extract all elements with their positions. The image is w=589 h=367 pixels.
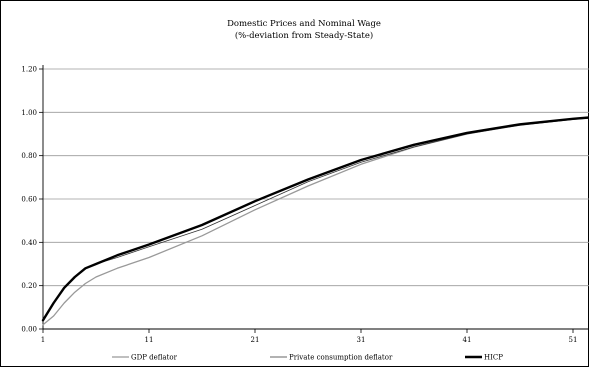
chart-title: Domestic Prices and Nominal Wage (227, 19, 381, 29)
chart-subtitle: (%-deviation from Steady-State) (235, 30, 373, 41)
y-tick-label: 0.80 (21, 152, 37, 160)
x-axis-ticks: 1 11 21 31 41 51 (41, 329, 578, 344)
series-line-0 (42, 116, 589, 326)
y-axis-ticks: 0.00 0.20 0.40 0.60 0.80 1.00 1.20 (21, 66, 43, 334)
y-tick-label: 0.40 (21, 239, 37, 247)
legend: GDP deflator Private consumption deflator… (112, 354, 503, 362)
legend-label-2: HICP (484, 354, 503, 362)
x-tick-label: 1 (41, 336, 45, 344)
series-lines (41, 116, 589, 326)
x-tick-label: 21 (251, 336, 260, 344)
legend-label-1: Private consumption deflator (289, 354, 393, 362)
x-tick-label: 11 (145, 336, 154, 344)
y-tick-label: 1.20 (21, 66, 37, 74)
y-tick-label: 0.20 (21, 282, 37, 290)
x-tick-label: 51 (569, 336, 578, 344)
axes (42, 65, 589, 330)
series-line-2 (41, 116, 589, 322)
y-tick-label: 1.00 (21, 109, 37, 117)
legend-label-0: GDP deflator (131, 354, 178, 362)
x-tick-label: 31 (357, 336, 366, 344)
y-tick-label: 0.60 (21, 196, 37, 204)
series-line-1 (42, 117, 589, 321)
x-tick-label: 41 (463, 336, 472, 344)
y-tick-label: 0.00 (21, 326, 37, 334)
gridlines (43, 68, 589, 287)
